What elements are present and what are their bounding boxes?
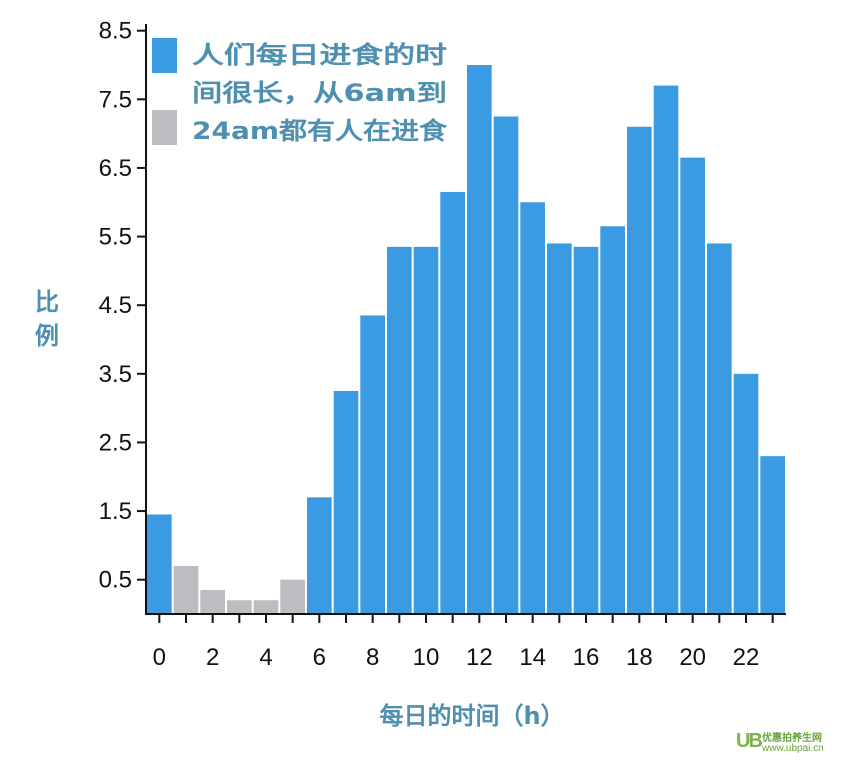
bar-hour-8 [360, 315, 385, 614]
y-ticks-group: 0.5 1.5 2.5 3.5 4.5 5.5 6.5 7.5 8.5 [99, 18, 146, 594]
x-tick-label: 12 [466, 644, 493, 671]
bar-hour-7 [333, 390, 359, 614]
y-tick-label: 1.5 [99, 498, 132, 525]
watermark-url: www.ubpai.cn [762, 743, 824, 754]
y-tick-label: 5.5 [99, 224, 132, 251]
bar-hour-12 [467, 65, 492, 614]
x-tick-label: 10 [413, 644, 440, 671]
bar-hour-3 [227, 600, 252, 614]
bar-hour-6 [307, 497, 332, 614]
legend-swatch-gray [152, 110, 177, 145]
y-tick-label: 4.5 [99, 292, 132, 319]
y-tick-label: 8.5 [99, 18, 132, 45]
bar-hour-5 [280, 579, 305, 614]
legend-text-line: 间很长，从6am到 [192, 79, 447, 107]
y-axis-title-char: 比 [35, 288, 59, 316]
bar-hour-18 [627, 126, 652, 614]
axes-group [145, 24, 786, 615]
bar-hour-14 [520, 202, 545, 614]
x-ticks-group: 0 2 4 6 8 10 12 14 16 18 20 22 [153, 614, 774, 671]
bar-hour-2 [200, 589, 225, 614]
bar-hour-16 [573, 246, 599, 614]
bar-hour-9 [387, 246, 412, 614]
y-tick-label: 7.5 [99, 86, 132, 113]
legend-text-line: 24am都有人在进食 [192, 117, 448, 145]
bar-hour-17 [600, 226, 625, 615]
x-tick-label: 4 [259, 644, 272, 671]
watermark-logo: UB [736, 730, 763, 752]
bar-hour-13 [493, 116, 519, 614]
x-tick-label: 18 [626, 644, 653, 671]
y-tick-label: 3.5 [99, 361, 132, 388]
x-tick-label: 16 [573, 644, 600, 671]
x-tick-label: 14 [519, 644, 546, 671]
x-tick-label: 2 [206, 644, 219, 671]
bar-hour-1 [173, 565, 199, 614]
bar-hour-20 [680, 157, 705, 615]
watermark: UB 优惠拍养生网 www.ubpai.cn [736, 728, 836, 758]
bar-hour-23 [760, 456, 785, 614]
bar-hour-15 [547, 243, 572, 615]
x-tick-label: 6 [313, 644, 326, 671]
legend-swatch-blue [152, 38, 177, 73]
bar-hour-10 [413, 246, 439, 614]
bar-hour-11 [440, 191, 465, 615]
bar-hour-4 [253, 600, 279, 614]
bar-hour-0 [147, 514, 172, 614]
bar-hour-19 [653, 85, 679, 614]
bar-hour-22 [733, 373, 759, 614]
x-tick-label: 20 [679, 644, 706, 671]
y-axis-title-char: 例 [35, 322, 59, 350]
legend-text-line: 人们每日进食的时 [192, 41, 447, 69]
bars-group [147, 65, 785, 615]
x-tick-label: 22 [733, 644, 760, 671]
x-axis-title: 每日的时间（h） [379, 702, 564, 730]
y-tick-label: 2.5 [99, 429, 132, 456]
watermark-site-name: 优惠拍养生网 [762, 733, 822, 744]
bar-hour-21 [707, 243, 732, 615]
y-tick-label: 0.5 [99, 567, 132, 594]
x-tick-label: 8 [366, 644, 379, 671]
y-tick-label: 6.5 [99, 155, 132, 182]
x-tick-label: 0 [153, 644, 166, 671]
